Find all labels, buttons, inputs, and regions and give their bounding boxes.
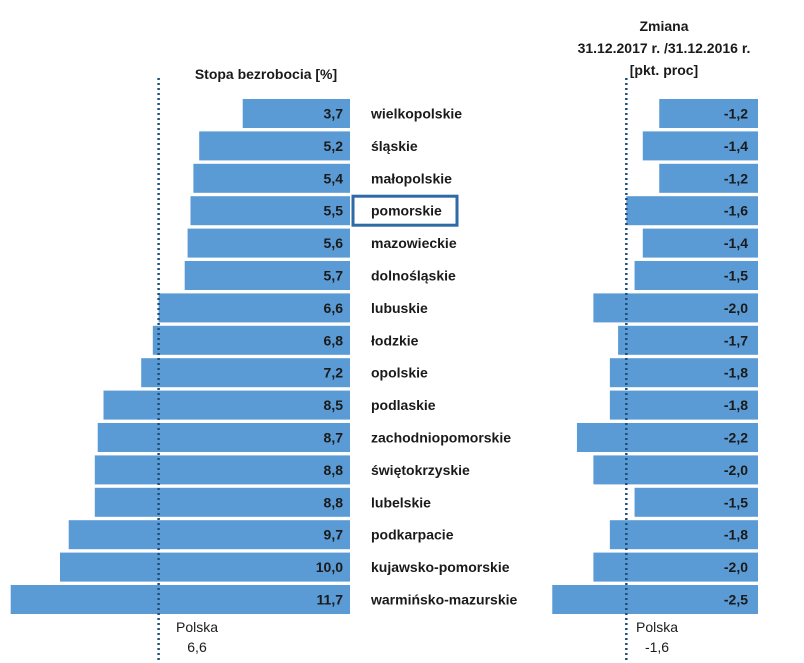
category-label-pomorskie: pomorskie: [371, 203, 442, 219]
bar-change-kujawsko-pomorskie: [593, 552, 758, 582]
value-label-change-warminsko-mazurskie: -2,5: [724, 592, 748, 608]
bar-change-wielkopolskie: [659, 99, 758, 128]
value-label-change-lubelskie: -1,5: [724, 494, 748, 510]
bar-change-lubelskie: [634, 487, 758, 517]
bar-change-pomorskie: [626, 196, 758, 226]
bar-change-swietokrzyskie: [593, 455, 758, 485]
value-label-rate-warminsko-mazurskie: 11,7: [317, 592, 344, 608]
bar-rate-warminsko-mazurskie: [10, 585, 350, 614]
value-label-rate-podkarpacie: 9,7: [324, 527, 344, 543]
bar-rate-lodzkie: [152, 325, 350, 355]
bar-change-warminsko-mazurskie: [552, 585, 758, 614]
category-label-lubelskie: lubelskie: [371, 494, 431, 510]
value-label-change-slaskie: -1,4: [724, 138, 748, 154]
value-label-change-pomorskie: -1,6: [724, 203, 748, 219]
right-value-labels: -1,2 -1,4 -1,2 -1,6 -1,4 -1,5 -2,0 -1,7 -1,8 -1,8…: [724, 106, 748, 608]
value-label-change-kujawsko-pomorskie: -2,0: [724, 559, 748, 575]
bar-rate-lubelskie: [94, 487, 350, 517]
left-bars-group: [10, 99, 350, 614]
bar-rate-pomorskie: [190, 196, 350, 226]
value-label-change-podkarpacie: -1,8: [724, 527, 748, 543]
bar-rate-kujawsko-pomorskie: [60, 552, 350, 582]
left-chart-title: Stopa bezrobocia [%]: [195, 66, 337, 82]
bar-change-dolnoslaskie: [634, 261, 758, 290]
value-label-rate-lubelskie: 8,8: [324, 494, 344, 510]
category-labels: wielkopolskie śląskie małopolskie pomorskie…: [370, 106, 517, 608]
value-label-change-lubuskie: -2,0: [724, 300, 748, 316]
right-chart-title-line3: [pkt. proc]: [630, 62, 698, 78]
bar-rate-wielkopolskie: [242, 99, 350, 128]
category-label-mazowieckie: mazowieckie: [371, 235, 457, 251]
value-label-rate-slaskie: 5,2: [324, 138, 344, 154]
category-label-swietokrzyskie: świętokrzyskie: [371, 462, 470, 478]
bar-change-malopolskie: [659, 163, 758, 193]
right-bars-group: [552, 99, 758, 614]
value-label-rate-dolnoslaskie: 5,7: [324, 268, 344, 284]
right-reference-label: Polska: [636, 619, 678, 635]
value-label-rate-malopolskie: 5,4: [324, 170, 344, 186]
value-label-change-podlaskie: -1,8: [724, 397, 748, 413]
right-reference-value: -1,6: [645, 639, 669, 655]
bar-rate-podkarpacie: [68, 520, 350, 550]
bar-change-mazowieckie: [642, 228, 758, 258]
right-chart-title-line2: 31.12.2017 r. /31.12.2016 r.: [578, 40, 751, 56]
left-reference-label: Polska: [176, 619, 218, 635]
bar-rate-swietokrzyskie: [94, 455, 350, 485]
category-label-opolskie: opolskie: [371, 365, 428, 381]
value-label-change-swietokrzyskie: -2,0: [724, 462, 748, 478]
value-label-rate-lodzkie: 6,8: [324, 332, 344, 348]
bar-rate-dolnoslaskie: [184, 261, 350, 290]
category-label-lubuskie: lubuskie: [371, 300, 428, 316]
category-label-podlaskie: podlaskie: [371, 397, 436, 413]
value-label-rate-wielkopolskie: 3,7: [324, 106, 344, 122]
category-label-podkarpacie: podkarpacie: [371, 527, 454, 543]
bar-change-lodzkie: [618, 325, 758, 355]
category-label-slaskie: śląskie: [371, 138, 418, 154]
value-label-rate-mazowieckie: 5,6: [324, 235, 344, 251]
category-label-warminsko-mazurskie: warmińsko-mazurskie: [370, 592, 517, 608]
bar-rate-lubuskie: [158, 293, 350, 323]
left-reference-value: 6,6: [187, 639, 207, 655]
category-label-dolnoslaskie: dolnośląskie: [371, 268, 456, 284]
bar-rate-slaskie: [199, 131, 350, 161]
bar-rate-malopolskie: [193, 163, 350, 193]
value-label-rate-swietokrzyskie: 8,8: [324, 462, 344, 478]
value-label-rate-opolskie: 7,2: [324, 365, 344, 381]
bar-rate-opolskie: [141, 358, 350, 388]
value-label-change-dolnoslaskie: -1,5: [724, 268, 748, 284]
value-label-rate-podlaskie: 8,5: [324, 397, 344, 413]
bar-change-opolskie: [609, 358, 758, 388]
bar-change-podlaskie: [609, 390, 758, 420]
value-label-rate-pomorskie: 5,5: [324, 203, 344, 219]
category-label-zachodniopomorskie: zachodniopomorskie: [371, 430, 511, 446]
value-label-change-opolskie: -1,8: [724, 365, 748, 381]
value-label-change-wielkopolskie: -1,2: [724, 106, 748, 122]
value-label-rate-lubuskie: 6,6: [324, 300, 344, 316]
right-chart-title-line1: Zmiana: [639, 18, 688, 34]
category-label-malopolskie: małopolskie: [371, 170, 452, 186]
left-value-labels: 3,7 5,2 5,4 5,5 5,6 5,7 6,6 6,8 7,2 8,5 8,7 8,8 8,8 9…: [316, 106, 343, 608]
value-label-rate-zachodniopomorskie: 8,7: [324, 430, 344, 446]
highlight-box: [351, 194, 459, 227]
value-label-change-lodzkie: -1,7: [724, 332, 748, 348]
bar-change-zachodniopomorskie: [576, 423, 758, 452]
bar-rate-podlaskie: [103, 390, 350, 420]
bar-change-podkarpacie: [609, 520, 758, 550]
unemployment-rate-chart: Stopa bezrobocia [%] 3,7 5,2 5,4 5,5 5,6 5,7 6…: [10, 66, 517, 662]
category-label-wielkopolskie: wielkopolskie: [370, 106, 462, 122]
unemployment-change-chart: Zmiana 31.12.2017 r. /31.12.2016 r. [pkt…: [552, 18, 758, 662]
value-label-change-mazowieckie: -1,4: [724, 235, 748, 251]
value-label-change-malopolskie: -1,2: [724, 170, 748, 186]
bar-rate-zachodniopomorskie: [97, 423, 350, 452]
value-label-change-zachodniopomorskie: -2,2: [724, 430, 748, 446]
value-label-rate-kujawsko-pomorskie: 10,0: [316, 559, 343, 575]
category-label-lodzkie: łodzkie: [371, 332, 419, 348]
bar-change-lubuskie: [593, 293, 758, 323]
category-label-kujawsko-pomorskie: kujawsko-pomorskie: [371, 559, 510, 575]
bar-rate-mazowieckie: [187, 228, 350, 258]
bar-change-slaskie: [642, 131, 758, 161]
